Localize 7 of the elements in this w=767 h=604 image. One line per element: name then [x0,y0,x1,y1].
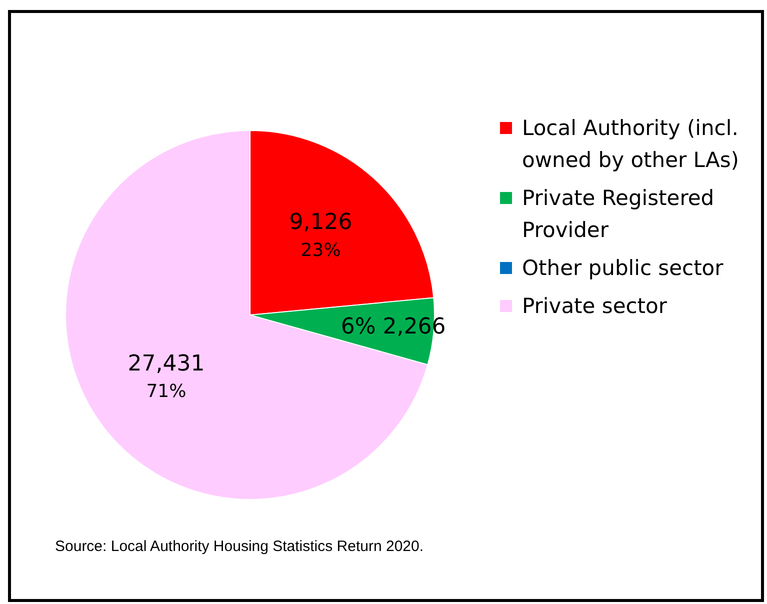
legend-label: Private sector [522,293,668,320]
data-label: 9,126 23% [289,210,352,261]
legend-label: Local Authority (incl. owned by other LAs) [522,115,740,174]
legend-label: Private Registered Provider [522,185,716,244]
data-label: 27,431 71% [128,351,205,402]
legend-label: Other public sector [522,255,724,282]
source-note: Source: Local Authority Housing Statistics Return 2020. [55,538,424,555]
